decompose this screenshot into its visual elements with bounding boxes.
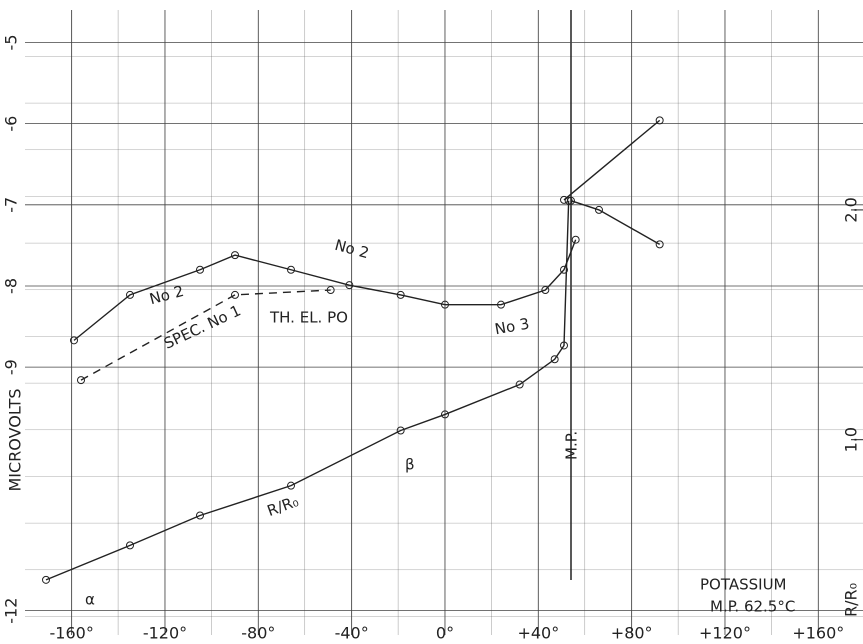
annotation: β xyxy=(405,456,415,474)
x-tick-label: +80° xyxy=(611,624,653,643)
y-tick-label: -12 xyxy=(2,598,21,624)
grid-background xyxy=(25,10,863,635)
chart: MICROVOLTS R/R₀ -160° -120° -80° -40° 0° +40°… xyxy=(0,0,863,644)
y-tick-label: -5 xyxy=(2,34,21,50)
x-tick-label: -40° xyxy=(335,624,369,643)
x-tick-label: +40° xyxy=(517,624,559,643)
x-tick-label: -80° xyxy=(241,624,275,643)
x-tick-label: 0° xyxy=(436,624,454,643)
x-tick-label: +160° xyxy=(792,624,844,643)
y-tick-label: -9 xyxy=(2,359,21,375)
x-tick-label: +120° xyxy=(699,624,751,643)
y2-axis-label: R/R₀ xyxy=(842,583,861,617)
annotation: TH. EL. PO xyxy=(269,309,348,327)
y-axis-label: MICROVOLTS xyxy=(6,388,25,491)
y-tick-label: -8 xyxy=(2,278,21,294)
x-tick-label: -160° xyxy=(50,624,94,643)
y2-tick-label: 1.0 xyxy=(842,427,861,452)
annotation: POTASSIUM xyxy=(700,576,787,594)
y-tick-label: -7 xyxy=(2,197,21,213)
y2-tick-label: 2.0 xyxy=(842,197,861,222)
x-tick-label: -120° xyxy=(143,624,187,643)
annotation: M.P. 62.5°C xyxy=(710,598,795,616)
annotation: M.P. xyxy=(563,431,581,460)
annotation: α xyxy=(85,591,95,609)
y-tick-label: -6 xyxy=(2,116,21,132)
